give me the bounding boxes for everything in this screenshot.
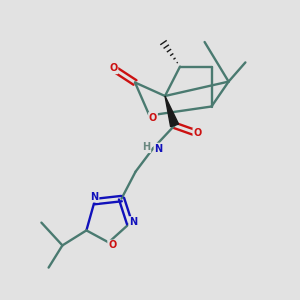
Text: O: O	[109, 63, 118, 74]
Text: N: N	[129, 217, 137, 227]
Text: N: N	[154, 143, 163, 154]
Polygon shape	[165, 96, 178, 127]
Text: O: O	[193, 128, 202, 139]
Text: O: O	[149, 113, 157, 123]
Text: H: H	[142, 142, 151, 152]
Text: O: O	[108, 240, 116, 250]
Text: N: N	[90, 192, 99, 202]
